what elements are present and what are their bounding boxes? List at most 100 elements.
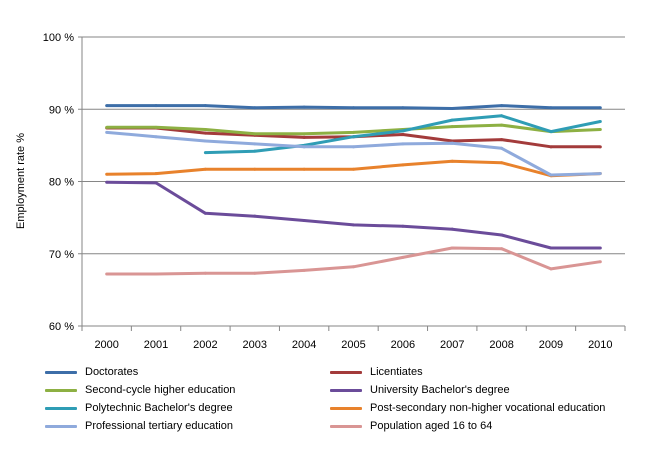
data-point bbox=[401, 129, 405, 133]
data-point bbox=[549, 173, 553, 177]
data-point bbox=[500, 114, 504, 118]
x-tick-label: 2010 bbox=[588, 339, 612, 351]
legend-item: Post-secondary non-higher vocational edu… bbox=[330, 401, 650, 415]
data-point bbox=[203, 127, 207, 131]
legend-label: Post-secondary non-higher vocational edu… bbox=[370, 402, 606, 414]
data-point bbox=[105, 272, 109, 276]
data-point bbox=[401, 224, 405, 228]
data-point bbox=[450, 141, 454, 145]
x-tick-label: 2008 bbox=[489, 339, 513, 351]
x-tick-label: 2007 bbox=[440, 339, 464, 351]
data-point bbox=[253, 167, 257, 171]
x-tick-label: 2000 bbox=[94, 339, 118, 351]
data-point bbox=[549, 246, 553, 250]
data-point bbox=[401, 255, 405, 259]
data-point bbox=[352, 135, 355, 139]
y-axis-label: Employment rate % bbox=[15, 133, 27, 229]
legend: Doctorates Licentiates Second-cycle higher… bbox=[45, 365, 665, 433]
data-point bbox=[500, 123, 504, 127]
data-point bbox=[549, 106, 553, 110]
data-point bbox=[401, 133, 405, 137]
legend-item: University Bachelor's degree bbox=[330, 383, 650, 397]
data-point bbox=[203, 104, 207, 108]
legend-swatch bbox=[45, 406, 77, 410]
legend-label: University Bachelor's degree bbox=[370, 384, 510, 396]
y-tick-label: 100 % bbox=[43, 32, 74, 44]
data-point bbox=[253, 132, 257, 136]
data-point bbox=[253, 214, 257, 218]
data-point bbox=[598, 172, 602, 176]
y-tick-label: 70 % bbox=[49, 249, 74, 261]
data-point bbox=[549, 130, 553, 134]
legend-label: Second-cycle higher education bbox=[85, 384, 236, 396]
data-point bbox=[500, 146, 504, 150]
data-point bbox=[203, 211, 207, 215]
legend-swatch bbox=[330, 388, 362, 392]
data-point bbox=[253, 106, 257, 110]
data-point bbox=[203, 131, 207, 135]
legend-item: Doctorates bbox=[45, 365, 330, 379]
data-point bbox=[105, 130, 109, 134]
data-point bbox=[302, 219, 306, 223]
data-point bbox=[203, 151, 207, 155]
legend-swatch bbox=[45, 424, 77, 428]
data-point bbox=[105, 180, 109, 184]
data-point bbox=[549, 267, 553, 271]
data-point bbox=[302, 135, 306, 139]
data-point bbox=[549, 145, 553, 149]
data-point bbox=[154, 272, 158, 276]
line-chart: 60 % 70 % 80 % 90 % 100 % 2000 2001 2002 2003 200… bbox=[15, 32, 626, 351]
data-point bbox=[105, 104, 109, 108]
legend-label: Population aged 16 to 64 bbox=[370, 420, 493, 432]
data-point bbox=[450, 125, 454, 129]
data-point bbox=[450, 107, 454, 111]
data-point bbox=[401, 142, 405, 146]
data-point bbox=[203, 271, 207, 275]
x-tick-label: 2001 bbox=[144, 339, 168, 351]
data-point bbox=[302, 105, 306, 109]
x-tick-label: 2004 bbox=[292, 339, 316, 351]
y-tick-label: 80 % bbox=[49, 177, 74, 189]
data-point bbox=[500, 138, 504, 142]
data-point bbox=[352, 265, 355, 269]
legend-swatch bbox=[330, 424, 362, 428]
y-tick-label: 90 % bbox=[49, 104, 74, 116]
legend-swatch bbox=[45, 388, 77, 392]
data-point bbox=[154, 172, 158, 176]
x-tick-label: 2006 bbox=[391, 339, 415, 351]
legend-item: Licentiates bbox=[330, 365, 650, 379]
legend-item: Second-cycle higher education bbox=[45, 383, 330, 397]
data-point bbox=[598, 106, 602, 110]
data-point bbox=[598, 260, 602, 264]
data-point bbox=[154, 135, 158, 139]
x-tick-label: 2005 bbox=[341, 339, 365, 351]
legend-item: Population aged 16 to 64 bbox=[330, 419, 650, 433]
legend-label: Licentiates bbox=[370, 366, 423, 378]
x-tick-label: 2002 bbox=[193, 339, 217, 351]
data-point bbox=[203, 167, 207, 171]
data-point bbox=[302, 167, 306, 171]
legend-item: Polytechnic Bachelor's degree bbox=[45, 401, 330, 415]
data-point bbox=[401, 106, 405, 110]
data-point bbox=[253, 149, 257, 153]
legend-swatch bbox=[330, 406, 362, 410]
data-point bbox=[598, 246, 602, 250]
data-point bbox=[154, 181, 158, 185]
x-tick-label: 2003 bbox=[243, 339, 267, 351]
series-line bbox=[106, 180, 601, 250]
data-point bbox=[352, 130, 355, 134]
data-point bbox=[500, 233, 504, 237]
data-point bbox=[302, 145, 306, 149]
legend-swatch bbox=[45, 370, 77, 374]
data-point bbox=[598, 145, 602, 149]
y-tick-label: 60 % bbox=[49, 321, 74, 333]
legend-item: Professional tertiary education bbox=[45, 419, 330, 433]
data-point bbox=[450, 118, 454, 122]
legend-label: Doctorates bbox=[85, 366, 139, 378]
data-point bbox=[302, 132, 306, 136]
data-point bbox=[302, 268, 306, 272]
data-point bbox=[154, 104, 158, 108]
legend-swatch bbox=[330, 370, 362, 374]
data-point bbox=[598, 120, 602, 124]
